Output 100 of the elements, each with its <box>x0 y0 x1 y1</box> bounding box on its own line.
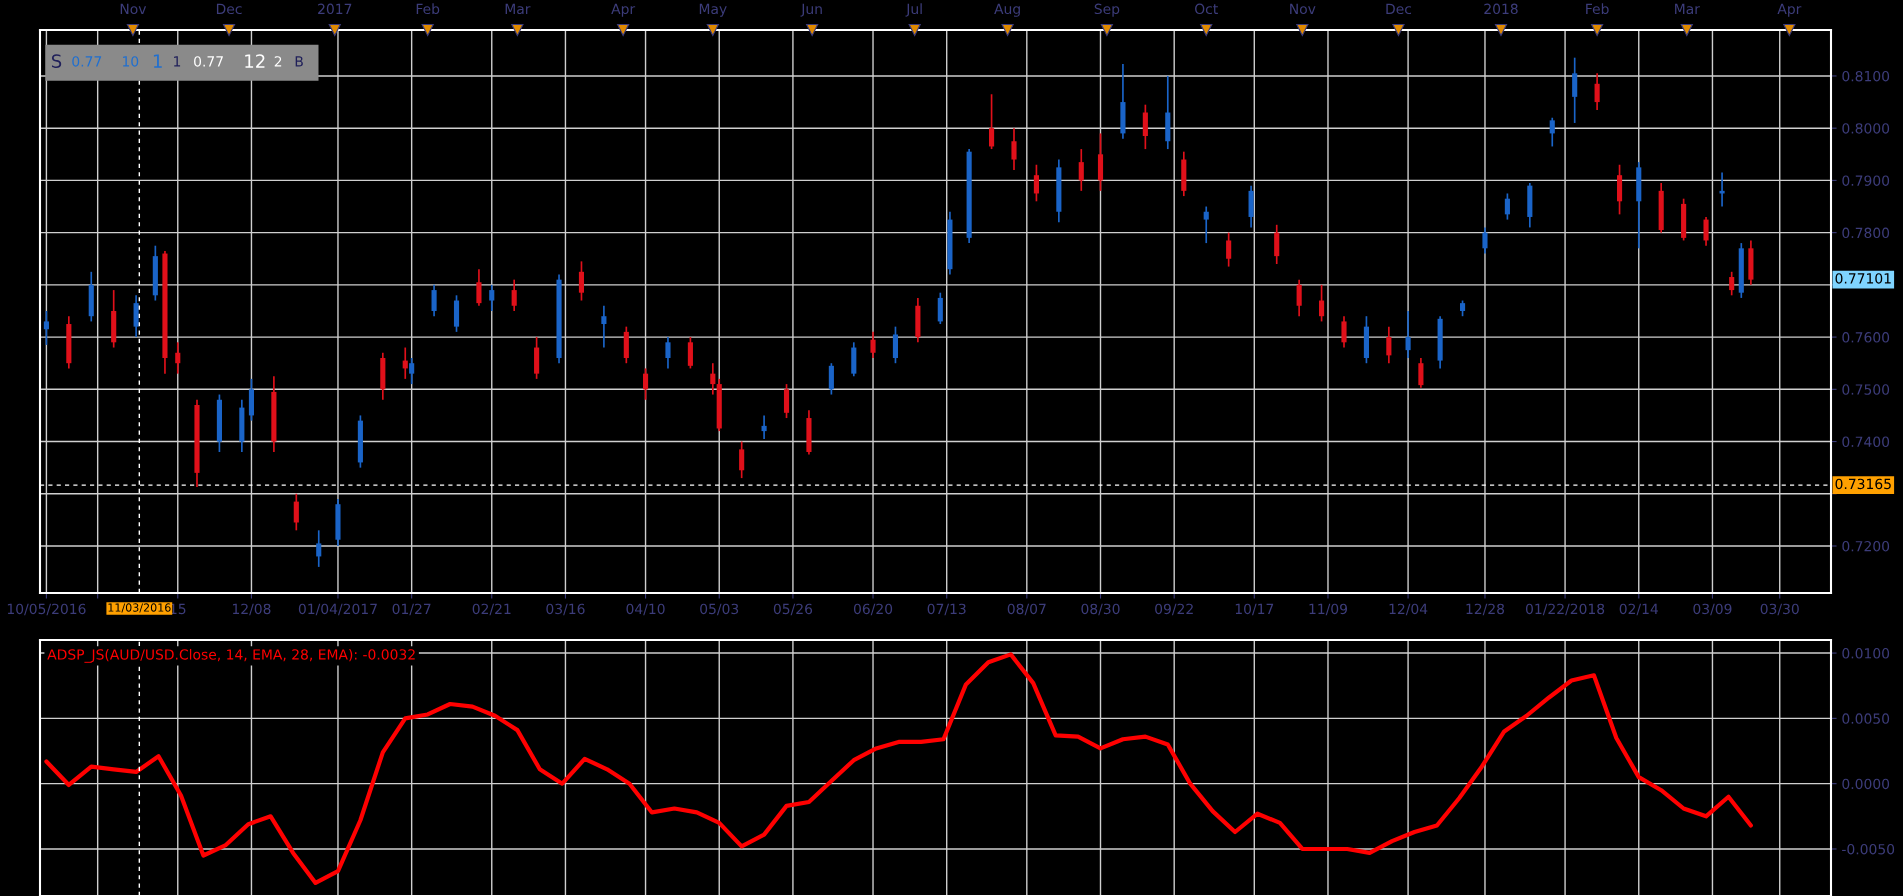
candlestick <box>761 414 767 440</box>
candlestick <box>1078 148 1084 192</box>
x-tick-label: 09/22 <box>1155 603 1193 616</box>
candlestick <box>642 367 649 401</box>
x2-tick-label: Nov <box>1290 3 1316 15</box>
candlestick <box>937 291 943 325</box>
candlestick <box>489 284 495 312</box>
x-tick-label: 01/04/2017 <box>298 603 377 616</box>
x2-tick-label: Dec <box>216 3 242 15</box>
ref-line-label: 0.73165 <box>1835 478 1891 490</box>
candlestick <box>578 260 585 302</box>
candlestick <box>783 383 790 419</box>
candlestick <box>687 336 693 370</box>
candlestick <box>293 492 299 532</box>
x2-tick-label: Nov <box>120 3 147 15</box>
x2-tick-label: Sep <box>1094 3 1120 17</box>
candlestick <box>409 357 415 385</box>
x2-tick-label: Feb <box>416 3 440 15</box>
x2-tick-label: Jun <box>800 3 822 17</box>
annotation: 12 <box>245 54 265 68</box>
candlestick <box>1504 192 1510 221</box>
x2-tick-label: Jul <box>905 3 922 17</box>
candlestick <box>1011 127 1017 171</box>
x-tick-label: 03/16 <box>546 603 585 616</box>
ref-line-label: 11/03/2016 <box>108 603 171 613</box>
y-tick-label: 0.7500 <box>1842 384 1890 395</box>
candlestick <box>1033 163 1039 203</box>
annotation: 1 <box>174 56 181 67</box>
x-tick-label: 07/13 <box>927 603 966 616</box>
candlestick <box>1703 216 1709 247</box>
candlestick <box>1594 72 1600 111</box>
candlestick <box>1418 357 1424 389</box>
annotation: 0.77 <box>194 56 223 67</box>
candlestick <box>431 284 437 318</box>
annotation: B <box>295 56 303 67</box>
text: ADSP_JS(AUD/USD.Close, 14, EMA, 28, EMA): -0.0032 <box>47 648 415 663</box>
candlestick <box>175 341 181 375</box>
x-tick-label: 05/03 <box>700 603 739 616</box>
annotation: 1 <box>153 54 162 68</box>
x2-tick-label: 2018 <box>1484 3 1518 15</box>
y-tick-label: 0.8100 <box>1842 70 1890 82</box>
x-tick-label: 06/20 <box>853 603 893 616</box>
candlestick <box>665 336 671 370</box>
candlestick <box>1549 116 1555 148</box>
y-tick-label: 0.7900 <box>1842 175 1890 186</box>
candlestick <box>1729 270 1735 297</box>
x-tick-label: 03/09 <box>1693 603 1732 616</box>
x2-tick-label: May <box>699 3 727 17</box>
y-tick-label: 0.7200 <box>1842 540 1890 552</box>
y-tick-label: 0.0000 <box>1842 778 1890 790</box>
candlestick <box>1296 278 1302 318</box>
annotation: S <box>51 54 62 68</box>
x2-tick-label: 2017 <box>318 3 352 15</box>
x-tick-label: 15 <box>170 603 186 615</box>
x-tick-label: 01/22/2018 <box>1525 603 1605 616</box>
candlestick <box>511 278 517 312</box>
candlestick <box>989 93 995 150</box>
candlestick <box>1386 325 1392 365</box>
y-tick-label: -0.0050 <box>1842 843 1895 855</box>
y-tick-label: 0.7400 <box>1842 436 1890 448</box>
x2-tick-label: Oct <box>1195 3 1218 15</box>
candlestick <box>1274 223 1280 265</box>
candlestick <box>1341 315 1347 349</box>
candlestick <box>601 304 607 349</box>
candlestick <box>710 362 716 396</box>
x2-tick-label: Apr <box>1777 3 1802 17</box>
x-tick-label: 02/14 <box>1619 603 1658 616</box>
y-tick-label: 0.7600 <box>1842 332 1890 343</box>
x2-tick-label: Feb <box>1586 3 1609 15</box>
candlestick <box>1482 226 1488 255</box>
x2-tick-label: Mar <box>505 3 531 15</box>
x-tick-label: 04/10 <box>626 603 665 616</box>
x2-tick-label: Aug <box>994 3 1020 17</box>
x-tick-label: 08/07 <box>1007 603 1046 616</box>
x-tick-label: 02/21 <box>472 603 511 616</box>
candlestick <box>1319 284 1325 323</box>
x-tick-label: 03/30 <box>1760 603 1799 616</box>
candlestick <box>1572 56 1578 124</box>
candlestick <box>1226 231 1232 268</box>
annotation: 2 <box>274 56 282 67</box>
candlestick <box>739 440 745 479</box>
x-tick-label: 11/09 <box>1309 603 1348 616</box>
x-tick-label: 12/28 <box>1466 603 1505 616</box>
candlestick <box>133 294 139 338</box>
y-tick-label: 0.0050 <box>1842 713 1890 724</box>
candlestick <box>828 362 834 396</box>
x-tick-label: 05/26 <box>773 603 813 616</box>
x-tick-label: 10/17 <box>1235 603 1274 616</box>
x2-tick-label: Mar <box>1675 3 1700 15</box>
candlestick <box>43 310 49 346</box>
text: 0.77101 <box>1835 273 1891 284</box>
annotation: 0.77 <box>72 56 102 67</box>
candlestick <box>892 325 899 365</box>
candlestick <box>1203 205 1209 244</box>
x-tick-label: 10/05/2016 <box>7 603 86 616</box>
x-tick-label: 08/30 <box>1081 603 1120 616</box>
candlestick <box>1405 310 1411 359</box>
y-tick-label: 0.7800 <box>1842 227 1890 239</box>
y-tick-label: 0.0100 <box>1842 648 1890 659</box>
candlestick <box>870 331 876 359</box>
